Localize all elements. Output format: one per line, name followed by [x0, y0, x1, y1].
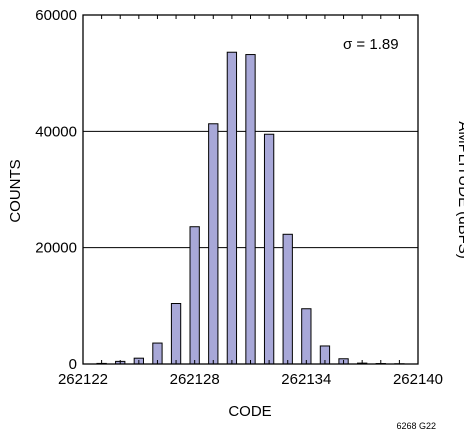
- y-tick-label: 0: [69, 356, 77, 373]
- y-tick-labels: 0 20000 40000 60000: [35, 7, 77, 373]
- right-axis-label: AMPLITUDE (dBFS): [455, 121, 464, 259]
- x-tick-label: 262122: [58, 371, 108, 388]
- y-tick-label: 60000: [35, 7, 77, 24]
- x-tick-label: 262134: [281, 371, 331, 388]
- y-axis-label: COUNTS: [7, 159, 24, 222]
- bar: [264, 134, 273, 364]
- y-tick-label: 40000: [35, 123, 77, 140]
- bar: [190, 227, 199, 364]
- x-tick-label: 262128: [170, 371, 220, 388]
- x-tick-label: 262140: [393, 371, 443, 388]
- figure-code: 6268 G22: [396, 421, 436, 431]
- x-tick-labels: 262122 262128 262134 262140: [58, 371, 443, 388]
- bar: [246, 55, 255, 364]
- sigma-annotation: σ = 1.89: [343, 36, 399, 53]
- bar: [227, 52, 236, 364]
- bar: [302, 309, 311, 364]
- bar: [209, 124, 218, 364]
- bars: [97, 52, 404, 364]
- x-axis-label: CODE: [228, 403, 271, 420]
- y-tick-label: 20000: [35, 240, 77, 257]
- bar: [283, 234, 292, 364]
- bar: [171, 304, 180, 364]
